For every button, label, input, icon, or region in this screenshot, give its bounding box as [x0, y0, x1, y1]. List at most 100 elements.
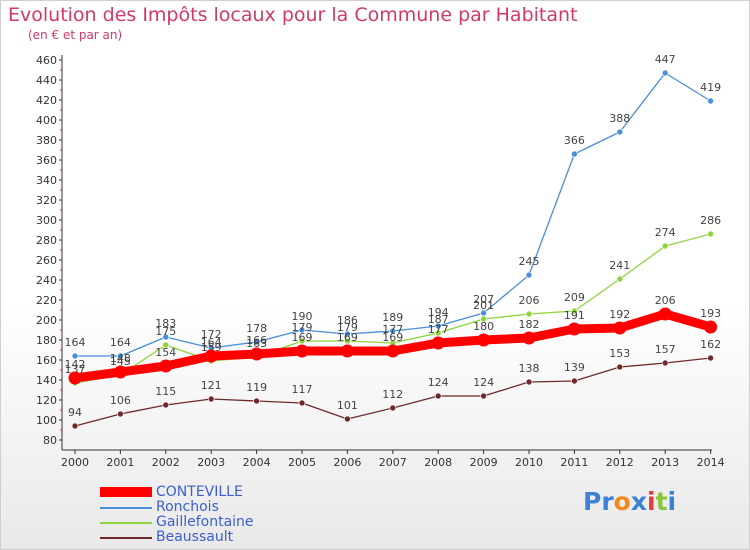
data-label-gaillefontaine: 163 [246, 337, 267, 350]
data-point-gaillefontaine [525, 310, 533, 318]
data-point-ronchois [253, 338, 260, 346]
y-tick-label: 320 [36, 194, 57, 207]
legend-label-beaussault: Beaussault [156, 529, 234, 545]
data-label-beaussault: 124 [428, 376, 449, 389]
chart-subtitle: (en € et par an) [28, 28, 123, 42]
legend-label-ronchois: Ronchois [156, 499, 219, 515]
data-label-beaussault: 117 [292, 383, 313, 396]
data-point-conteville [159, 359, 173, 373]
x-tick-label: 2011 [560, 456, 588, 469]
data-label-gaillefontaine: 177 [382, 323, 403, 336]
y-tick-label: 300 [36, 214, 57, 227]
data-label-beaussault: 112 [382, 388, 403, 401]
legend-item-gaillefontaine: Gaillefontaine [100, 514, 320, 531]
y-tick-label: 200 [36, 314, 57, 327]
data-point-conteville [704, 320, 718, 334]
series-beaussault: 94 106 115 121 119 117 101 112 124 124 138 139 153 15… [68, 338, 721, 430]
legend-swatch-gaillefontaine [100, 522, 152, 524]
data-label-beaussault: 106 [110, 394, 131, 407]
y-tick-label: 100 [36, 414, 57, 427]
data-label-gaillefontaine: 201 [473, 299, 494, 312]
data-label-ronchois: 190 [292, 310, 313, 323]
data-point-beaussault [162, 401, 170, 409]
legend-item-conteville: CONTEVILLE [100, 484, 320, 501]
data-point-conteville [340, 344, 354, 358]
data-point-conteville [113, 365, 127, 379]
logo-part: i [667, 487, 677, 516]
x-tick-label: 2000 [61, 456, 89, 469]
y-tick-label: 380 [36, 134, 57, 147]
series-ronchois: 164 164 183 172 178 190 186 189 194 207 245 366 388 4… [65, 53, 721, 360]
data-label-conteville: 154 [155, 346, 176, 359]
legend-swatch-beaussault [100, 537, 152, 539]
data-label-gaillefontaine: 145 [110, 355, 131, 368]
data-label-ronchois: 186 [337, 314, 358, 327]
data-point-conteville [386, 344, 400, 358]
data-point-conteville [250, 347, 264, 361]
series-layer: 164 164 183 172 178 190 186 189 194 207 245 366 388 4… [65, 53, 721, 430]
data-point-ronchois [571, 150, 578, 158]
legend-item-beaussault: Beaussault [100, 529, 320, 546]
logo-part: Pr [583, 487, 614, 516]
data-label-gaillefontaine: 175 [155, 325, 176, 338]
data-label-conteville: 192 [609, 308, 630, 321]
data-point-gaillefontaine [480, 315, 487, 323]
data-label-conteville: 148 [110, 352, 131, 365]
data-label-gaillefontaine: 179 [292, 321, 313, 334]
y-tick-label: 400 [36, 114, 57, 127]
data-point-gaillefontaine [616, 275, 624, 283]
data-label-ronchois: 172 [201, 328, 222, 341]
x-tick-label: 2001 [106, 456, 134, 469]
data-point-ronchois [298, 326, 306, 334]
x-tick-label: 2013 [651, 456, 679, 469]
data-point-beaussault [253, 397, 260, 405]
data-label-gaillefontaine: 179 [337, 321, 358, 334]
y-tick-label: 440 [36, 74, 57, 87]
data-label-beaussault: 119 [246, 381, 267, 394]
data-label-conteville: 164 [201, 336, 222, 349]
data-point-conteville [431, 336, 445, 350]
data-label-beaussault: 124 [473, 376, 494, 389]
data-point-conteville [567, 322, 581, 336]
data-label-gaillefontaine: 187 [428, 313, 449, 326]
data-point-gaillefontaine [344, 337, 351, 345]
data-point-beaussault [71, 422, 79, 430]
x-tick-label: 2014 [697, 456, 725, 469]
data-label-conteville: 191 [564, 309, 585, 322]
data-point-beaussault [616, 363, 624, 371]
data-point-beaussault [571, 377, 578, 385]
data-point-beaussault [525, 378, 533, 386]
data-label-ronchois: 183 [155, 317, 176, 330]
data-label-ronchois: 366 [564, 134, 585, 147]
data-label-beaussault: 139 [564, 361, 585, 374]
y-tick-label: 120 [36, 394, 57, 407]
y-tick-label: 240 [36, 274, 57, 287]
x-tick-label: 2006 [333, 456, 361, 469]
data-label-conteville: 142 [65, 358, 86, 371]
y-tick-label: 340 [36, 174, 57, 187]
data-label-gaillefontaine: 209 [564, 291, 585, 304]
y-tick-label: 80 [43, 434, 57, 447]
data-label-ronchois: 207 [473, 293, 494, 306]
data-point-beaussault [480, 392, 487, 400]
data-point-ronchois [71, 352, 79, 360]
x-tick-label: 2008 [424, 456, 452, 469]
y-tick-label: 180 [36, 334, 57, 347]
data-point-conteville [522, 331, 536, 345]
x-tick-label: 2010 [515, 456, 543, 469]
data-point-ronchois [616, 128, 624, 136]
y-tick-label: 460 [36, 54, 57, 67]
y-tick-label: 140 [36, 374, 57, 387]
data-point-beaussault [298, 399, 306, 407]
data-label-conteville: 169 [382, 331, 403, 344]
data-point-beaussault [344, 415, 351, 423]
data-label-beaussault: 101 [337, 399, 358, 412]
data-point-gaillefontaine [571, 307, 578, 315]
x-tick-label: 2007 [379, 456, 407, 469]
data-label-ronchois: 447 [655, 53, 676, 66]
y-tick-label: 420 [36, 94, 57, 107]
logo-part: x [630, 487, 647, 516]
data-label-ronchois: 164 [110, 336, 131, 349]
chart-title: Evolution des Impôts locaux pour la Comm… [8, 4, 578, 26]
